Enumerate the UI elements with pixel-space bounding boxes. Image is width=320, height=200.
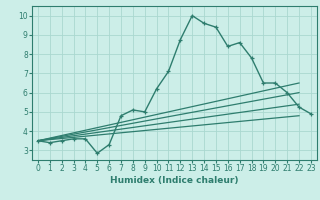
- X-axis label: Humidex (Indice chaleur): Humidex (Indice chaleur): [110, 176, 239, 185]
